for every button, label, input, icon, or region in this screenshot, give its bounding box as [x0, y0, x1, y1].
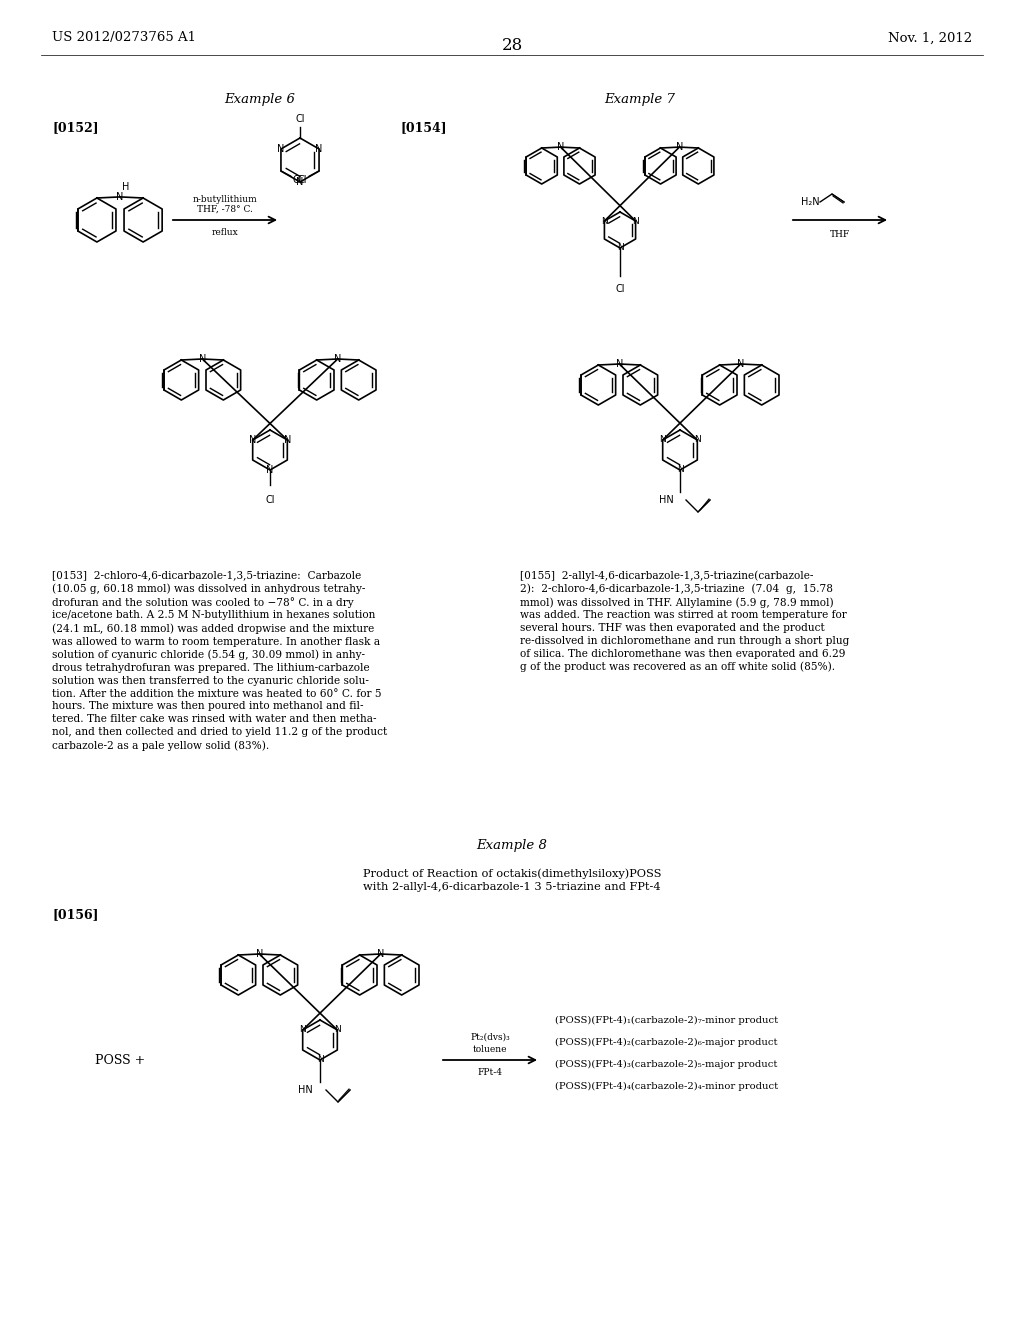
Text: [0155]  2-allyl-4,6-dicarbazole-1,3,5-triazine(carbazole-
2):  2-chloro-4,6-dica: [0155] 2-allyl-4,6-dicarbazole-1,3,5-tri… [520, 570, 849, 672]
Text: N: N [256, 949, 263, 960]
Text: H: H [122, 182, 130, 191]
Text: N: N [601, 216, 608, 226]
Text: [0152]: [0152] [52, 121, 98, 135]
Text: N: N [296, 177, 304, 187]
Text: N: N [676, 143, 683, 152]
Text: N: N [299, 1026, 306, 1035]
Text: (POSS)(FPt-4)₂(carbazole-2)₆-major product: (POSS)(FPt-4)₂(carbazole-2)₆-major produ… [555, 1038, 777, 1047]
Text: US 2012/0273765 A1: US 2012/0273765 A1 [52, 32, 196, 45]
Text: N: N [659, 436, 666, 445]
Text: N: N [315, 144, 323, 154]
Text: Example 6: Example 6 [224, 94, 296, 107]
Text: [0153]  2-chloro-4,6-dicarbazole-1,3,5-triazine:  Carbazole
(10.05 g, 60.18 mmol: [0153] 2-chloro-4,6-dicarbazole-1,3,5-tr… [52, 570, 387, 751]
Text: Cl: Cl [298, 174, 307, 185]
Text: [0154]: [0154] [400, 121, 446, 135]
Text: THF: THF [829, 230, 850, 239]
Text: (POSS)(FPt-4)₄(carbazole-2)₄-minor product: (POSS)(FPt-4)₄(carbazole-2)₄-minor produ… [555, 1081, 778, 1090]
Text: N: N [677, 466, 683, 474]
Text: Example 7: Example 7 [604, 94, 676, 107]
Text: (POSS)(FPt-4)₃(carbazole-2)₅-major product: (POSS)(FPt-4)₃(carbazole-2)₅-major produ… [555, 1060, 777, 1069]
Text: N: N [249, 436, 256, 445]
Text: n-butyllithium: n-butyllithium [193, 195, 257, 205]
Text: [0156]: [0156] [52, 908, 98, 921]
Text: Cl: Cl [295, 115, 305, 124]
Text: (POSS)(FPt-4)₁(carbazole-2)₇-minor product: (POSS)(FPt-4)₁(carbazole-2)₇-minor produ… [555, 1015, 778, 1024]
Text: N: N [694, 436, 700, 445]
Text: N: N [377, 949, 384, 960]
Text: N: N [737, 359, 744, 370]
Text: N: N [199, 354, 206, 364]
Text: Cl: Cl [615, 284, 625, 294]
Text: N: N [615, 359, 623, 370]
Text: Product of Reaction of octakis(dimethylsiloxy)POSS
with 2-allyl-4,6-dicarbazole-: Product of Reaction of octakis(dimethyls… [362, 869, 662, 892]
Text: N: N [284, 436, 291, 445]
Text: POSS +: POSS + [95, 1053, 145, 1067]
Text: toluene: toluene [473, 1045, 507, 1053]
Text: FPt-4: FPt-4 [477, 1068, 503, 1077]
Text: N: N [266, 465, 273, 475]
Text: N: N [278, 144, 285, 154]
Text: Nov. 1, 2012: Nov. 1, 2012 [888, 32, 972, 45]
Text: Cl: Cl [265, 495, 274, 506]
Text: N: N [334, 354, 341, 364]
Text: N: N [334, 1026, 341, 1035]
Text: HN: HN [298, 1085, 312, 1096]
Text: THF, -78° C.: THF, -78° C. [197, 205, 253, 214]
Text: 28: 28 [502, 37, 522, 54]
Text: N: N [316, 1056, 324, 1064]
Text: Cl: Cl [293, 174, 302, 185]
Text: N: N [632, 216, 639, 226]
Text: H₂N: H₂N [801, 197, 819, 207]
Text: Example 8: Example 8 [476, 838, 548, 851]
Text: HN: HN [658, 495, 674, 506]
Text: Pt₂(dvs)₃: Pt₂(dvs)₃ [470, 1034, 510, 1041]
Text: N: N [616, 243, 624, 252]
Text: N: N [117, 191, 124, 202]
Text: N: N [557, 143, 564, 152]
Text: reflux: reflux [212, 228, 239, 238]
